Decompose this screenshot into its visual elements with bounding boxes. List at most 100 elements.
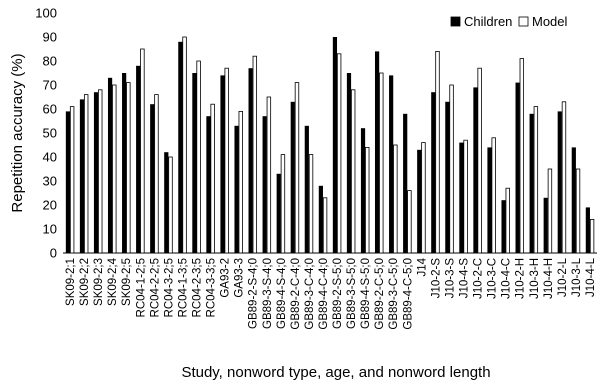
legend-swatch (450, 16, 461, 27)
bar-model (365, 146, 370, 254)
bar-children (374, 51, 380, 254)
x-tick-label: SK09-2;3 (93, 258, 105, 306)
bar-children (150, 104, 155, 253)
x-tick-label: RC04-1-2;5 (135, 258, 147, 317)
y-tick-label: 80 (43, 54, 57, 69)
x-tick-label: SK09-2;2 (79, 258, 91, 306)
bar-children (360, 128, 366, 253)
bar-children (389, 75, 394, 254)
bar-model (98, 89, 103, 254)
y-axis-label: Repetition accuracy (%) (9, 53, 26, 212)
x-tick-label: J10-2-S (430, 258, 442, 299)
bar-children (346, 73, 352, 253)
bar-model (491, 137, 496, 254)
bar-children (318, 185, 323, 253)
bar-children (487, 147, 492, 253)
bar-children (136, 65, 141, 253)
x-tick-label: GB89-2-C-4;0 (290, 258, 302, 330)
y-tick-label: 30 (43, 174, 57, 189)
bar-children (431, 92, 436, 253)
y-tick-label: 70 (43, 78, 57, 93)
bar-model (322, 197, 328, 254)
bar-children (107, 77, 113, 253)
bar-model (308, 154, 314, 254)
bar-children (473, 87, 478, 254)
x-tick-label: J10-4-S (459, 258, 471, 299)
bar-children (459, 142, 464, 253)
bar-children (543, 197, 548, 253)
bar-model (182, 36, 187, 254)
y-tick-label: 90 (43, 30, 57, 45)
x-tick-label: RC04-1-3;5 (177, 258, 189, 317)
bar-model (126, 82, 131, 254)
x-tick-label: GA93-2 (220, 258, 232, 298)
bar-children (262, 116, 267, 253)
bar-children (557, 111, 562, 254)
bar-children (276, 173, 281, 253)
bar-children (585, 207, 590, 253)
legend: Children Model (450, 14, 568, 29)
bar-model (589, 218, 595, 254)
x-tick-label: SK09-2;1 (65, 258, 77, 306)
bar-model (505, 187, 510, 254)
bar-model (533, 106, 539, 254)
x-axis-label: Study, nonword type, age, and nonword le… (181, 364, 490, 381)
bar-children (220, 75, 225, 254)
bar-children (122, 73, 127, 253)
y-tick-label: 100 (35, 6, 57, 21)
x-tick-label: SK09-2;4 (107, 257, 119, 306)
bar-model (168, 156, 173, 254)
x-tick-label: GB89-4-S-4;0 (276, 258, 288, 329)
bar-children (332, 37, 338, 253)
bar-model (350, 89, 356, 254)
x-tick-label: J10-2-H (515, 258, 527, 299)
x-tick-label: J14 (416, 257, 428, 276)
x-tick-label: RC04-3-3;5 (206, 258, 218, 317)
bar-model (266, 96, 272, 254)
bar-model (238, 111, 243, 254)
x-tick-label: GB89-2-S-5;0 (332, 258, 344, 329)
x-tick-label: GB89-3-C-4;0 (304, 258, 316, 330)
bar-model (140, 48, 145, 254)
x-tick-label: SK09-2;5 (121, 258, 133, 306)
bar-children (93, 92, 99, 253)
x-tick-label: GB89-4-C-4;0 (318, 258, 330, 330)
x-tick-label: GB89-4-C-5;0 (402, 258, 414, 330)
y-tick-label: 60 (43, 102, 57, 117)
bar-model (519, 58, 525, 254)
bar-model (575, 168, 581, 254)
bar-model (393, 144, 398, 254)
y-axis-ticks: 0 10 20 30 40 50 60 70 80 90 100 (35, 6, 57, 261)
x-tick-label: J10-4-L (585, 257, 597, 297)
x-tick-label: J10-4-H (543, 258, 555, 299)
bar-model (69, 106, 75, 254)
x-tick-label: J10-3-C (487, 258, 499, 299)
bar-model (379, 72, 384, 254)
bar-model (477, 67, 482, 254)
x-tick-label: J10-4-C (501, 258, 513, 299)
bar-model (561, 101, 567, 254)
x-tick-label: J10-3-H (529, 258, 541, 299)
bar-children (192, 73, 197, 253)
bar-model (449, 84, 454, 254)
bar-model (210, 103, 215, 254)
bar-model (196, 60, 201, 254)
y-tick-label: 20 (43, 198, 57, 213)
y-tick-label: 0 (50, 246, 57, 261)
x-tick-label: J10-2-C (473, 258, 485, 299)
bar-children (304, 125, 309, 253)
bar-model (407, 190, 412, 254)
bar-children (403, 113, 408, 253)
bar-children (234, 125, 239, 253)
bar-children (65, 111, 71, 254)
bar-model (336, 53, 342, 254)
bar-children (79, 99, 85, 254)
x-tick-label: GB89-2-S-4;0 (248, 258, 260, 329)
bar-model (280, 154, 286, 254)
bar-model (421, 142, 426, 254)
legend-swatch (518, 16, 529, 27)
x-tick-label: GA93-3 (234, 258, 246, 298)
bar-model (294, 82, 300, 254)
x-tick-label: J10-3-S (444, 258, 456, 299)
x-tick-label: RC04-2-2;5 (149, 258, 161, 317)
